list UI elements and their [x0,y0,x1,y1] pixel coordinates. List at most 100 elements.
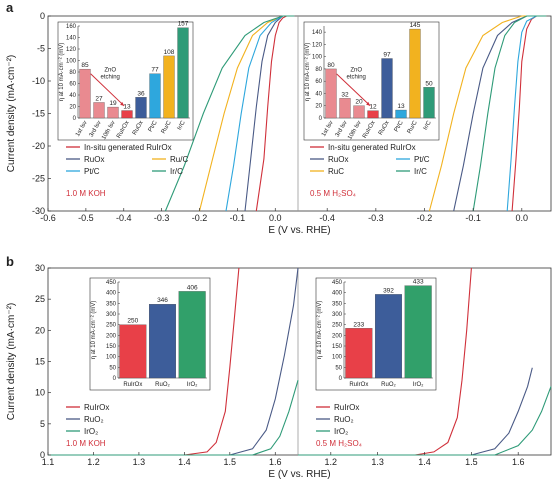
panel-a-right-bar-value-label: 80 [327,62,335,69]
panel-b-xlabel: E (V vs. RHE) [268,469,330,480]
panel-b-right-legend-label: IrO₂ [334,427,348,436]
panel-a-left-inset-annotation: etching [101,74,120,80]
panel-b-ytick-label: 20 [35,325,45,335]
panel-b-left-bar-category-label: IrO₂ [187,382,198,388]
panel-a-right-inset-ytick-label: 60 [315,79,322,85]
panel-a-right-legend-label: Pt/C [414,155,430,164]
panel-a-left-bar-value-label: 36 [137,90,145,97]
panel-b-left-bar [148,304,176,379]
panel-a-right-inset-ytick-label: 40 [315,91,322,97]
panel-a-left-bar-value-label: 27 [95,95,103,102]
panel-a-ytick-label: -5 [37,44,45,54]
panel-a-label: a [6,0,14,15]
panel-b-left-condition: 1.0 M KOH [66,439,106,448]
panel-b-right-bar [374,294,402,379]
panel-a-left-inset-ytick-label: 100 [66,59,77,65]
panel-b-right-bar [345,328,373,379]
panel-a-left-legend-label: RuOx [84,155,104,164]
panel-a-right-bar [395,109,407,119]
panel-b-left-bar-value-label: 406 [187,284,198,291]
panel-b-ytick-label: 30 [35,263,45,273]
panel-b-right-xtick-label: 1.2 [325,457,338,467]
panel-b-right-inset-ytick-label: 0 [339,376,343,382]
panel-b-right-inset-ytick-label: 450 [332,280,343,286]
panel-a-right-series-line [453,15,547,212]
panel-a-right-bar-value-label: 145 [410,22,421,29]
panel-a-left-inset-ytick-label: 120 [66,47,77,53]
panel-b-right-inset-ytick-label: 100 [332,355,343,361]
panel-a-right-bar [339,98,351,119]
panel-b-left-xtick-label: 1.2 [87,457,100,467]
panel-a-right-bar-value-label: 32 [341,91,349,98]
panel-a-right-bar [409,28,421,119]
panel-b-left-legend-label: IrO₂ [84,427,98,436]
panel-a-ylabel: Current density (mA·cm⁻²) [6,55,17,173]
panel-a-left-bar [163,55,175,119]
panel-a-right-series-line [506,15,547,212]
panel-a-left-bar-value-label: 77 [151,67,159,74]
panel-a-left-legend-label: Ru/C [170,155,188,164]
panel-a-xlabel: E (V vs. RHE) [268,225,330,236]
panel-a-left-bar [135,97,147,119]
panel-a-left-inset-ytick-label: 160 [66,24,77,30]
panel-a-left-series-line [244,15,295,212]
panel-a-left-bar-value-label: 13 [123,104,131,111]
panel-b-right-inset: 0 50 100 150 200 250 300 350 400 450 η at 10 mA·cm… [315,277,437,391]
panel-b-ytick-label: 25 [35,294,45,304]
panel-a-right-series-line [511,15,547,212]
panel-a-right-inset-arrowhead [366,101,371,106]
panel-a-left-legend-label: Ir/C [170,167,183,176]
panel-a-right-bar-category-label: Ir/C [423,119,433,131]
panel-a-left-bar [149,73,161,119]
panel-a-left-inset-ytick-label: 60 [69,82,76,88]
panel-b-right-series-line [298,386,552,456]
panel-b-left-series-line [48,267,299,456]
panel-a-left-inset-ytick-label: 140 [66,36,77,42]
panel-a-right-series-line [472,15,547,212]
panel-b-left-series-line [48,380,299,456]
panel-b-right-legend: RuIrOx RuO₂ IrO₂ [316,403,359,436]
panel-a-right-inset-annotation: ZnO [350,67,362,73]
panel-a-right-xtick-label: -0.2 [417,213,433,223]
panel-a-right-xtick-label: 0.0 [516,213,529,223]
panel-b-ytick-label: 15 [35,357,45,367]
panel-b-right-legend-label: RuO₂ [334,415,354,424]
panel-a-right-bar-value-label: 97 [383,52,391,59]
panel-a-right-bar-value-label: 20 [355,99,363,106]
panel-a-right-bar-value-label: 13 [397,103,405,110]
panel-a-left-inset-arrowhead [120,101,125,106]
panel-a-right-xtick-label: -0.4 [319,213,335,223]
panel-a-left-bar [107,106,119,119]
panel-b-right-inset-ytick-label: 50 [335,365,342,371]
panel-b-left-xtick-label: 1.6 [269,457,282,467]
panel-b-right-inset-ytick-label: 150 [332,344,343,350]
panel-a-left-bar-value-label: 108 [164,49,175,56]
panel-b-left-bar-category-label: RuO₂ [155,382,170,388]
panel-b-left-bar [119,324,147,379]
panel-a-right-bar [353,105,365,119]
panel-a-left-xtick-label: 0.0 [269,213,282,223]
panel-a-left-bar-value-label: 19 [109,100,117,107]
panel-b-right-inset-ytick-label: 300 [332,312,343,318]
panel-a-right-xtick-label: -0.3 [368,213,384,223]
panel-b-left-plot [48,267,299,456]
panel-b-left-xtick-label: 1.1 [42,457,55,467]
panel-a-left-series-line [164,15,295,212]
panel-a-ytick-label: -15 [32,109,45,119]
panel-a-left-inset-ytick-label: 40 [69,93,76,99]
panel-a-left-bar [93,102,105,119]
panel-b-right-bar-value-label: 233 [353,321,364,328]
panel-a-left-bar-value-label: 157 [178,21,189,28]
panel-a-left-xtick-label: -0.5 [78,213,94,223]
panel-a-right-inset-ylabel: η at 10 mA·cm⁻² (mV) [305,43,311,102]
panel-a-left-xtick-label: -0.6 [40,213,56,223]
panel-b-left-inset-ytick-label: 400 [106,291,117,297]
panel-a-left-series-line [255,15,295,212]
panel-a-right-legend-label: In-situ generated RuIrOx [328,143,416,152]
panel-a-left-xtick-label: -0.1 [230,213,246,223]
panel-b-ytick-label: 5 [40,419,45,429]
panel-a-left-inset-annotation: ZnO [104,67,116,73]
panel-a-right-legend: In-situ generated RuIrOx RuOx Pt/C RuC Ir/C [310,143,430,176]
panel-b-right-inset-ytick-label: 200 [332,333,343,339]
